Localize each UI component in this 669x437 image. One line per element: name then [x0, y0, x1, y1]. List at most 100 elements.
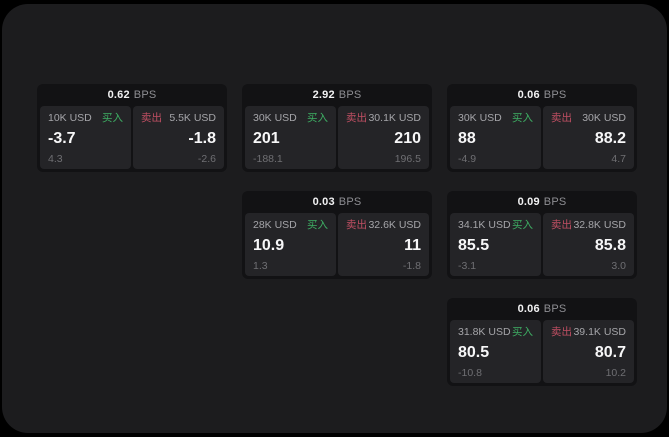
buy-price: -3.7	[48, 129, 76, 147]
quote-card: 0.06 BPS 30K USD 买入 88 -4.9 卖出 30K USD 8…	[447, 84, 637, 172]
buy-price-tile[interactable]: 10K USD 买入 -3.7 4.3	[40, 106, 131, 169]
sell-amount: 30K USD	[582, 112, 626, 124]
price-tiles: 10K USD 买入 -3.7 4.3 卖出 5.5K USD -1.8 -2.…	[37, 106, 227, 172]
buy-change: 1.3	[253, 259, 268, 272]
quote-card: 2.92 BPS 30K USD 买入 201 -188.1 卖出 30.1K …	[242, 84, 432, 172]
sell-side-label: 卖出	[551, 112, 572, 124]
price-tiles: 34.1K USD 买入 85.5 -3.1 卖出 32.8K USD 85.8…	[447, 213, 637, 279]
spread-value: 0.09	[517, 196, 540, 208]
sell-change: -2.6	[197, 152, 216, 165]
buy-change: -4.9	[458, 152, 477, 165]
buy-side-label: 买入	[307, 112, 328, 124]
sell-change: 196.5	[394, 152, 421, 165]
buy-price: 201	[253, 129, 280, 147]
buy-amount: 31.8K USD	[458, 326, 511, 338]
buy-price-tile[interactable]: 31.8K USD 买入 80.5 -10.8	[450, 320, 541, 383]
sell-change: 3.0	[611, 259, 626, 272]
buy-tile-top: 30K USD 买入	[458, 113, 533, 124]
buy-change: -10.8	[458, 366, 482, 379]
buy-price: 80.5	[458, 343, 490, 361]
buy-change: 4.3	[48, 152, 63, 165]
spread-header: 0.06 BPS	[447, 84, 637, 106]
sell-tile-top: 卖出 32.6K USD	[346, 220, 421, 231]
sell-change: 4.7	[611, 152, 626, 165]
sell-amount: 39.1K USD	[573, 326, 626, 338]
buy-tile-top: 10K USD 买入	[48, 113, 123, 124]
sell-price: -1.8	[188, 129, 216, 147]
sell-price-tile[interactable]: 卖出 30K USD 88.2 4.7	[543, 106, 634, 169]
quote-card: 0.06 BPS 31.8K USD 买入 80.5 -10.8 卖出 39.1…	[447, 298, 637, 386]
quote-grid: 0.62 BPS 10K USD 买入 -3.7 4.3 卖出 5.5K USD…	[37, 84, 637, 386]
app-window: 0.62 BPS 10K USD 买入 -3.7 4.3 卖出 5.5K USD…	[2, 4, 667, 433]
sell-change: -1.8	[402, 259, 421, 272]
sell-tile-top: 卖出 39.1K USD	[551, 327, 626, 338]
buy-amount: 30K USD	[458, 112, 502, 124]
price-tiles: 30K USD 买入 88 -4.9 卖出 30K USD 88.2 4.7	[447, 106, 637, 172]
buy-side-label: 买入	[512, 219, 533, 231]
price-tiles: 30K USD 买入 201 -188.1 卖出 30.1K USD 210 1…	[242, 106, 432, 172]
sell-price-tile[interactable]: 卖出 32.6K USD 11 -1.8	[338, 213, 429, 276]
buy-side-label: 买入	[512, 112, 533, 124]
buy-side-label: 买入	[102, 112, 123, 124]
sell-price: 80.7	[594, 343, 626, 361]
buy-tile-top: 34.1K USD 买入	[458, 220, 533, 231]
buy-change: -3.1	[458, 259, 477, 272]
sell-price: 85.8	[594, 236, 626, 254]
spread-header: 2.92 BPS	[242, 84, 432, 106]
sell-price-tile[interactable]: 卖出 32.8K USD 85.8 3.0	[543, 213, 634, 276]
sell-side-label: 卖出	[346, 112, 367, 124]
sell-price: 210	[394, 129, 421, 147]
sell-tile-top: 卖出 5.5K USD	[141, 113, 216, 124]
buy-amount: 34.1K USD	[458, 219, 511, 231]
buy-amount: 28K USD	[253, 219, 297, 231]
price-tiles: 28K USD 买入 10.9 1.3 卖出 32.6K USD 11 -1.8	[242, 213, 432, 279]
spread-unit-label: BPS	[543, 196, 567, 208]
spread-header: 0.62 BPS	[37, 84, 227, 106]
spread-unit-label: BPS	[133, 89, 157, 101]
sell-side-label: 卖出	[141, 112, 162, 124]
buy-price-tile[interactable]: 30K USD 买入 88 -4.9	[450, 106, 541, 169]
buy-tile-top: 31.8K USD 买入	[458, 327, 533, 338]
sell-change: 10.2	[605, 366, 626, 379]
spread-value: 0.62	[107, 89, 130, 101]
buy-amount: 10K USD	[48, 112, 92, 124]
buy-price: 10.9	[253, 236, 285, 254]
sell-price-tile[interactable]: 卖出 5.5K USD -1.8 -2.6	[133, 106, 224, 169]
spread-value: 0.06	[517, 303, 540, 315]
sell-side-label: 卖出	[346, 219, 367, 231]
sell-tile-top: 卖出 30.1K USD	[346, 113, 421, 124]
buy-amount: 30K USD	[253, 112, 297, 124]
spread-unit-label: BPS	[338, 89, 362, 101]
buy-price: 88	[458, 129, 476, 147]
sell-amount: 30.1K USD	[368, 112, 421, 124]
sell-amount: 5.5K USD	[169, 112, 216, 124]
buy-change: -188.1	[253, 152, 283, 165]
sell-price-tile[interactable]: 卖出 39.1K USD 80.7 10.2	[543, 320, 634, 383]
spread-unit-label: BPS	[543, 303, 567, 315]
quote-card: 0.09 BPS 34.1K USD 买入 85.5 -3.1 卖出 32.8K…	[447, 191, 637, 279]
sell-price: 88.2	[594, 129, 626, 147]
sell-amount: 32.6K USD	[368, 219, 421, 231]
spread-header: 0.09 BPS	[447, 191, 637, 213]
price-tiles: 31.8K USD 买入 80.5 -10.8 卖出 39.1K USD 80.…	[447, 320, 637, 386]
sell-price-tile[interactable]: 卖出 30.1K USD 210 196.5	[338, 106, 429, 169]
spread-value: 0.06	[517, 89, 540, 101]
buy-price-tile[interactable]: 30K USD 买入 201 -188.1	[245, 106, 336, 169]
spread-unit-label: BPS	[543, 89, 567, 101]
sell-side-label: 卖出	[551, 219, 572, 231]
spread-header: 0.03 BPS	[242, 191, 432, 213]
sell-tile-top: 卖出 32.8K USD	[551, 220, 626, 231]
spread-value: 2.92	[312, 89, 335, 101]
buy-price-tile[interactable]: 28K USD 买入 10.9 1.3	[245, 213, 336, 276]
spread-value: 0.03	[312, 196, 335, 208]
buy-price-tile[interactable]: 34.1K USD 买入 85.5 -3.1	[450, 213, 541, 276]
buy-tile-top: 30K USD 买入	[253, 113, 328, 124]
spread-header: 0.06 BPS	[447, 298, 637, 320]
buy-side-label: 买入	[512, 326, 533, 338]
buy-tile-top: 28K USD 买入	[253, 220, 328, 231]
sell-tile-top: 卖出 30K USD	[551, 113, 626, 124]
sell-side-label: 卖出	[551, 326, 572, 338]
spread-unit-label: BPS	[338, 196, 362, 208]
quote-card: 0.03 BPS 28K USD 买入 10.9 1.3 卖出 32.6K US…	[242, 191, 432, 279]
